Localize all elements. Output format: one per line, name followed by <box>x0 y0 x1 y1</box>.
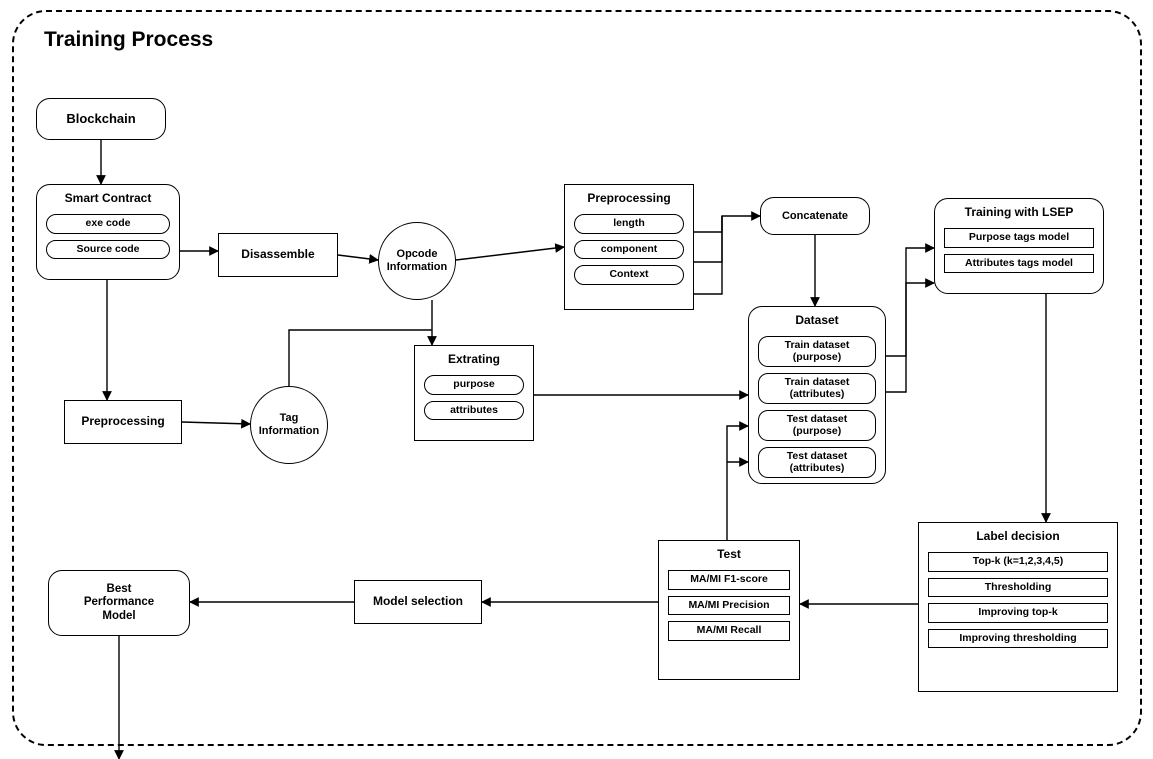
node-modelsel: Model selection <box>354 580 482 624</box>
node-test-sub-0: MA/MI F1-score <box>668 570 790 590</box>
node-smart-sub-1: Source code <box>46 240 170 260</box>
node-disassemble-label: Disassemble <box>241 248 314 262</box>
node-preproc1: Preprocessing length component Context <box>564 184 694 310</box>
node-preproc1-title: Preprocessing <box>587 191 670 205</box>
node-preproc1-sub-1: component <box>574 240 684 260</box>
node-preproc1-sub-2: Context <box>574 265 684 285</box>
node-concat-label: Concatenate <box>782 210 848 223</box>
node-preproc2-label: Preprocessing <box>81 415 164 429</box>
node-training-sub-0: Purpose tags model <box>944 228 1094 248</box>
node-concat: Concatenate <box>760 197 870 235</box>
node-preproc1-sub-0: length <box>574 214 684 234</box>
node-dataset-sub-2: Test dataset (purpose) <box>758 410 876 441</box>
node-test-sub-1: MA/MI Precision <box>668 596 790 616</box>
node-bestperf: Best Performance Model <box>48 570 190 636</box>
node-smart: Smart Contract exe code Source code <box>36 184 180 280</box>
node-dataset: Dataset Train dataset (purpose) Train data… <box>748 306 886 484</box>
node-dataset-sub-3: Test dataset (attributes) <box>758 447 876 478</box>
node-dataset-title: Dataset <box>795 313 838 327</box>
node-training-title: Training with LSEP <box>965 205 1074 219</box>
node-test-title: Test <box>717 547 741 561</box>
node-smart-sub-0: exe code <box>46 214 170 234</box>
diagram-title: Training Process <box>44 28 213 52</box>
node-labeldec-sub-0: Top-k (k=1,2,3,4,5) <box>928 552 1108 572</box>
node-labeldec-sub-2: Improving top-k <box>928 603 1108 623</box>
node-dataset-sub-0: Train dataset (purpose) <box>758 336 876 367</box>
node-training: Training with LSEP Purpose tags model Attr… <box>934 198 1104 294</box>
node-blockchain-label: Blockchain <box>66 112 135 127</box>
node-blockchain: Blockchain <box>36 98 166 140</box>
node-opcode: Opcode Information <box>378 222 456 300</box>
node-test-sub-2: MA/MI Recall <box>668 621 790 641</box>
node-labeldec: Label decision Top-k (k=1,2,3,4,5) Thresho… <box>918 522 1118 692</box>
node-opcode-label: Opcode Information <box>387 248 448 273</box>
node-taginfo: Tag Information <box>250 386 328 464</box>
node-taginfo-label: Tag Information <box>259 412 320 437</box>
node-extract-sub-0: purpose <box>424 375 524 395</box>
node-modelsel-label: Model selection <box>373 595 463 609</box>
node-preproc2: Preprocessing <box>64 400 182 444</box>
node-extract-title: Extrating <box>448 352 500 366</box>
node-test: Test MA/MI F1-score MA/MI Precision MA/MI R… <box>658 540 800 680</box>
node-training-sub-1: Attributes tags model <box>944 254 1094 274</box>
node-extract-sub-1: attributes <box>424 401 524 421</box>
node-smart-title: Smart Contract <box>65 191 152 205</box>
diagram-canvas: Training Process Blockchain Smart Contrac… <box>0 0 1153 759</box>
node-labeldec-sub-3: Improving thresholding <box>928 629 1108 649</box>
node-extract: Extrating purpose attributes <box>414 345 534 441</box>
node-bestperf-label: Best Performance Model <box>84 583 154 623</box>
node-labeldec-sub-1: Thresholding <box>928 578 1108 598</box>
node-disassemble: Disassemble <box>218 233 338 277</box>
node-labeldec-title: Label decision <box>976 529 1059 543</box>
node-dataset-sub-1: Train dataset (attributes) <box>758 373 876 404</box>
